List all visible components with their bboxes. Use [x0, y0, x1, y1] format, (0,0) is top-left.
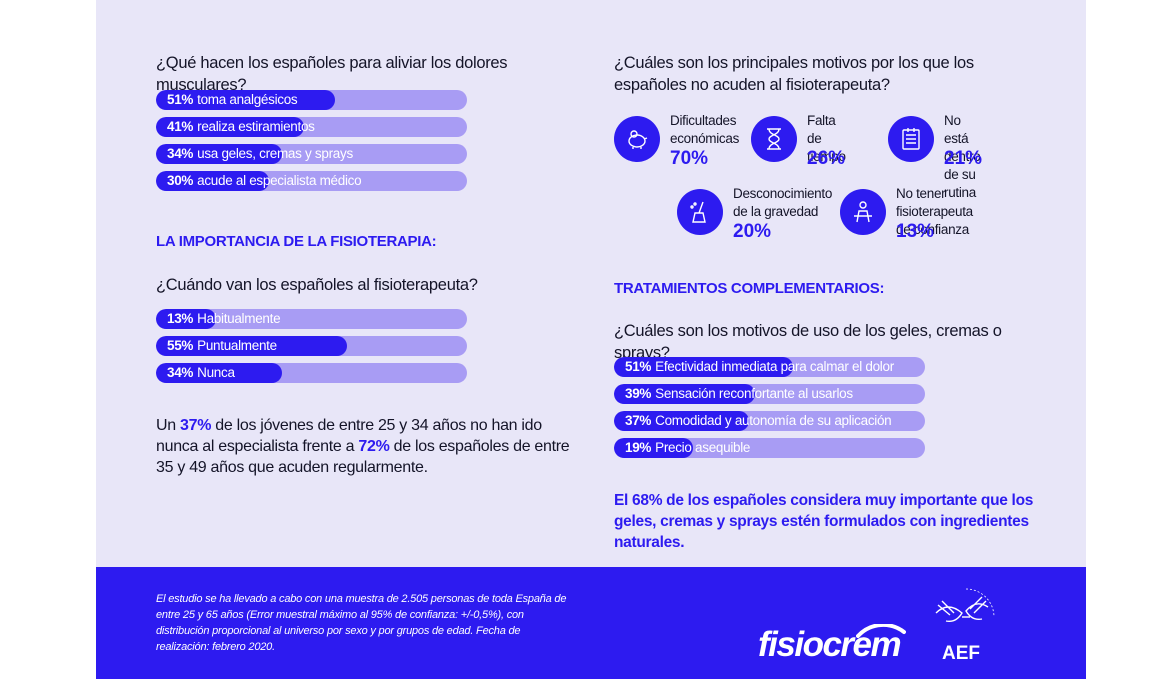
- bar-label: 51% toma analgésicos: [167, 90, 298, 110]
- paragraph-value-72: 72%: [358, 438, 390, 455]
- bar-label: 55% Puntualmente: [167, 336, 277, 356]
- reason-label: Desconocimiento de la gravedad: [733, 186, 833, 219]
- bar-label: 13% Habitualmente: [167, 309, 281, 329]
- aef-hands-logo-icon: [935, 588, 995, 623]
- reason-percentage: 70%: [670, 148, 709, 169]
- bar-text: usa geles, cremas y sprays: [197, 146, 353, 161]
- bar-label: 41% realiza estiramientos: [167, 117, 315, 137]
- infographic-panel: ¿Qué hacen los españoles para aliviar lo…: [96, 0, 1086, 567]
- bar-percentage: 34%: [167, 146, 194, 161]
- reason-label: Falta de tiempo: [807, 113, 846, 164]
- bar-fill: [156, 117, 304, 137]
- question-reasons: ¿Cuáles son los principales motivos por …: [614, 54, 974, 94]
- bar-text: Habitualmente: [197, 311, 281, 326]
- reason-percentage: 21%: [944, 148, 983, 169]
- bar-fill: [156, 336, 348, 356]
- bar-label: 19% Precio asequible: [625, 438, 750, 458]
- bar-percentage: 30%: [167, 173, 194, 188]
- bar-label: 34% Nunca: [167, 363, 235, 383]
- question-muscle-pain: ¿Qué hacen los españoles para aliviar lo…: [156, 54, 508, 94]
- therapist-icon: [840, 189, 886, 235]
- bar-percentage: 37%: [625, 413, 652, 428]
- reason-label: No tener fisioterapeuta de confianza: [896, 186, 973, 237]
- bar-percentage: 41%: [167, 119, 194, 134]
- pain-relief-bar: 41% realiza estiramientos: [156, 117, 467, 137]
- bar-text: Efectividad inmediata para calmar el dol…: [655, 359, 894, 374]
- bar-text: Sensación reconfortante al usarlos: [655, 386, 853, 401]
- checklist-icon: [888, 116, 934, 162]
- physio-frequency-bar: 34% Nunca: [156, 363, 467, 383]
- aef-logo-text: AEF: [942, 643, 980, 664]
- paragraph-value-37: 37%: [180, 417, 212, 434]
- bar-percentage: 19%: [625, 440, 652, 455]
- section-title-physiotherapy: LA IMPORTANCIA DE LA FISIOTERAPIA:: [156, 233, 437, 250]
- bar-percentage: 51%: [167, 92, 194, 107]
- bar-fill: [156, 171, 270, 191]
- bar-text: toma analgésicos: [197, 92, 298, 107]
- bar-label: 51% Efectividad inmediata para calmar el …: [625, 357, 894, 377]
- reason-percentage: 26%: [807, 148, 846, 169]
- bar-percentage: 34%: [167, 365, 194, 380]
- footer-bar: El estudio se ha llevado a cabo con una …: [96, 567, 1086, 679]
- bar-fill: [156, 363, 282, 383]
- reason-percentage: 20%: [733, 221, 772, 242]
- question-when-physio: ¿Cuándo van los españoles al fisioterape…: [156, 276, 478, 294]
- bar-fill: [156, 309, 217, 329]
- pain-relief-bar: 51% toma analgésicos: [156, 90, 467, 110]
- pain-relief-bar: 34% usa geles, cremas y sprays: [156, 144, 467, 164]
- gel-reason-bar: 51% Efectividad inmediata para calmar el …: [614, 357, 925, 377]
- gel-reason-bar: 19% Precio asequible: [614, 438, 925, 458]
- pain-relief-bar: 30% acude al especialista médico: [156, 171, 467, 191]
- bar-percentage: 51%: [625, 359, 652, 374]
- bar-fill: [614, 384, 756, 404]
- bar-label: 30% acude al especialista médico: [167, 171, 362, 191]
- gel-reason-bar: 37% Comodidad y autonomía de su aplicació…: [614, 411, 925, 431]
- paragraph-text: de los jóvenes de entre 25 y 34 años no …: [156, 417, 542, 455]
- gel-reason-bar: 39% Sensación reconfortante al usarlos: [614, 384, 925, 404]
- paragraph-text: Un: [156, 417, 180, 434]
- bar-text: Precio asequible: [655, 440, 751, 455]
- reason-label: Dificultades económicas: [670, 113, 740, 146]
- bar-percentage: 39%: [625, 386, 652, 401]
- bar-label: 34% usa geles, cremas y sprays: [167, 144, 353, 164]
- fisiocrem-logo: fisiocrem: [758, 625, 902, 664]
- bar-fill: [614, 438, 694, 458]
- reason-label: No está dentro de su rutina: [944, 113, 981, 200]
- bar-text: Comodidad y autonomía de su aplicación: [655, 413, 892, 428]
- study-note: El estudio se ha llevado a cabo con una …: [156, 593, 567, 653]
- natural-ingredients-highlight: El 68% de los españoles considera muy im…: [614, 492, 1034, 551]
- bar-label: 39% Sensación reconfortante al usarlos: [625, 384, 853, 404]
- bar-fill: [156, 144, 282, 164]
- piggy-bank-icon: [614, 116, 660, 162]
- paragraph-text: de los españoles de entre 35 y 49 años q…: [156, 438, 570, 476]
- broom-icon: [677, 189, 723, 235]
- bar-fill: [614, 357, 793, 377]
- fisiocrem-swoosh-icon: [856, 624, 906, 638]
- physio-frequency-bar: 13% Habitualmente: [156, 309, 467, 329]
- bar-fill: [156, 90, 335, 110]
- bar-text: realiza estiramientos: [197, 119, 315, 134]
- bar-text: acude al especialista médico: [197, 173, 362, 188]
- hourglass-icon: [751, 116, 797, 162]
- bar-percentage: 13%: [167, 311, 194, 326]
- bar-percentage: 55%: [167, 338, 194, 353]
- reason-percentage: 13%: [896, 221, 935, 242]
- section-title-treatments: TRATAMIENTOS COMPLEMENTARIOS:: [614, 280, 885, 297]
- bar-fill: [614, 411, 750, 431]
- bar-text: Puntualmente: [197, 338, 277, 353]
- bar-label: 37% Comodidad y autonomía de su aplicació…: [625, 411, 892, 431]
- youth-paragraph: Un 37% de los jóvenes de entre 25 y 34 a…: [156, 415, 576, 478]
- physio-frequency-bar: 55% Puntualmente: [156, 336, 467, 356]
- bar-text: Nunca: [197, 365, 235, 380]
